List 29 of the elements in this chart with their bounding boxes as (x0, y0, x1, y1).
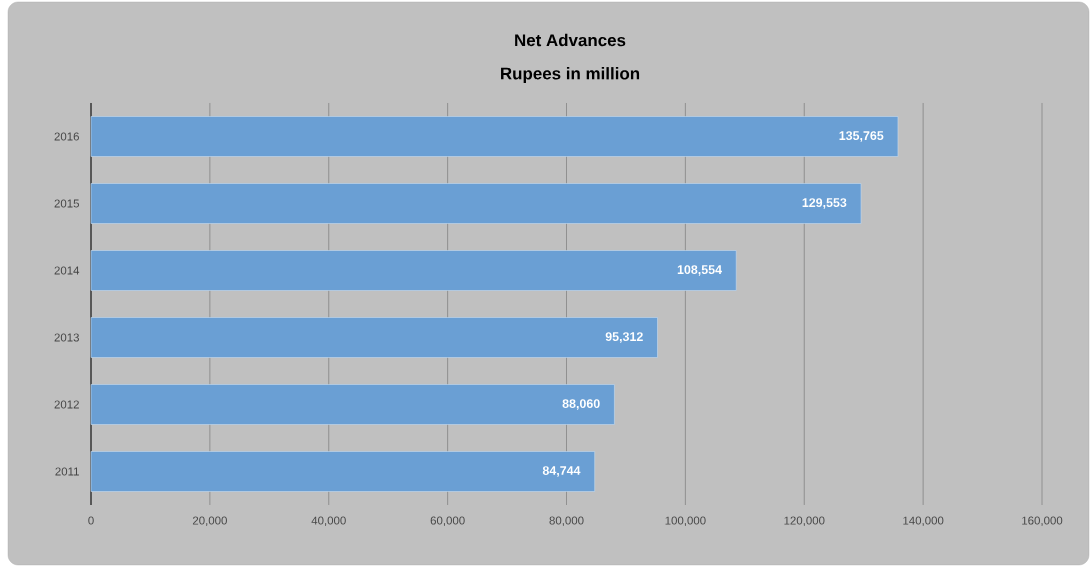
x-tick-label: 80,000 (549, 516, 584, 526)
data-label: 135,765 (839, 131, 884, 142)
y-tick-label: 2014 (54, 266, 80, 275)
bar (90, 317, 658, 358)
x-tick-label: 160,000 (1022, 516, 1063, 526)
x-tick-label: 120,000 (784, 516, 825, 526)
x-tick-label: 60,000 (430, 516, 465, 526)
bar (90, 116, 899, 157)
y-tick-label: 2011 (55, 467, 79, 476)
chart-subtitle: Rupees in million (501, 67, 640, 83)
y-tick-label: 2013 (54, 333, 79, 342)
chart-title: Net Advances (515, 33, 626, 47)
data-label: 88,060 (562, 399, 600, 410)
y-tick-label: 2015 (54, 199, 79, 208)
x-tick-label: 40,000 (311, 516, 346, 526)
data-label: 95,312 (605, 332, 643, 343)
x-tick-label: 100,000 (665, 516, 706, 526)
data-label: 129,553 (802, 198, 847, 209)
y-tick-label: 2016 (54, 132, 79, 141)
x-tick-label: 140,000 (903, 516, 944, 526)
data-label: 108,554 (677, 265, 722, 276)
data-label: 84,744 (542, 466, 581, 477)
x-tick-label: 0 (88, 516, 94, 525)
x-tick-label: 20,000 (192, 516, 227, 526)
y-tick-label: 2012 (54, 400, 79, 409)
bar (90, 384, 615, 425)
bar (90, 183, 862, 224)
bar (90, 250, 737, 291)
bar (90, 451, 596, 492)
